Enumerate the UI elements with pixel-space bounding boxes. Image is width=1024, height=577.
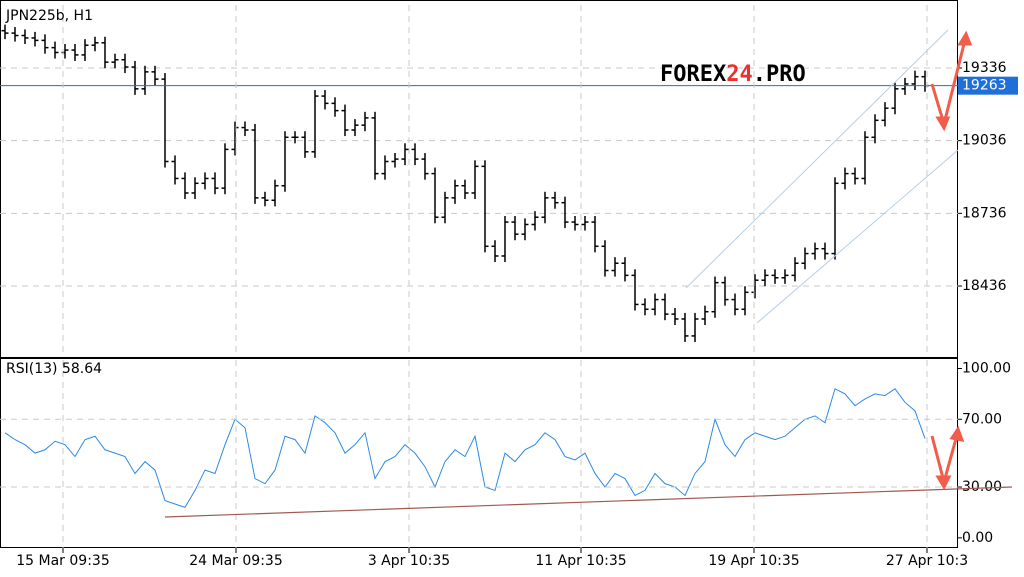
y-tick-label: 19336 bbox=[962, 60, 1007, 76]
x-tick-label: 11 Apr 10:35 bbox=[535, 553, 626, 569]
arrow-head bbox=[935, 475, 952, 491]
forecast-arrows bbox=[930, 30, 973, 491]
channel-lower bbox=[756, 149, 959, 324]
arrow-head bbox=[935, 116, 951, 132]
x-tick-label: 27 Apr 10:3 bbox=[886, 553, 968, 569]
arrow-head bbox=[949, 425, 965, 442]
brand-part: 24 bbox=[726, 62, 753, 87]
price-frame bbox=[0, 0, 958, 358]
x-tick-label: 24 Mar 09:35 bbox=[189, 553, 282, 569]
brand-part: FOREX bbox=[660, 62, 726, 87]
x-tick-label: 19 Apr 10:35 bbox=[708, 553, 799, 569]
current-price-label: 19263 bbox=[962, 78, 1007, 94]
rsi-line bbox=[4, 388, 926, 508]
arrow-head bbox=[957, 30, 973, 46]
y-tick-label: 19036 bbox=[962, 133, 1007, 149]
rsi-frame bbox=[0, 358, 958, 548]
channel-upper bbox=[685, 29, 949, 289]
y-tick-label: 100.00 bbox=[962, 360, 1011, 376]
x-tick-label: 3 Apr 10:35 bbox=[368, 553, 450, 569]
y-tick-label: 0.00 bbox=[962, 530, 993, 546]
current-price-box bbox=[958, 76, 1018, 95]
y-tick-label: 18736 bbox=[962, 205, 1007, 221]
rsi-title: RSI(13) 58.64 bbox=[6, 361, 102, 377]
y-tick-label: 70.00 bbox=[962, 411, 1002, 427]
rsi-arrow bbox=[930, 434, 959, 488]
brand-part: .PRO bbox=[753, 62, 806, 87]
brand: FOREX24.PRO bbox=[660, 62, 806, 87]
y-tick-label: 30.00 bbox=[962, 479, 1002, 495]
x-tick-label: 15 Mar 09:35 bbox=[16, 553, 109, 569]
rsi-trendline bbox=[164, 486, 1013, 518]
y-tick-label: 18436 bbox=[962, 278, 1007, 294]
price-title: JPN225b, H1 bbox=[5, 8, 93, 24]
